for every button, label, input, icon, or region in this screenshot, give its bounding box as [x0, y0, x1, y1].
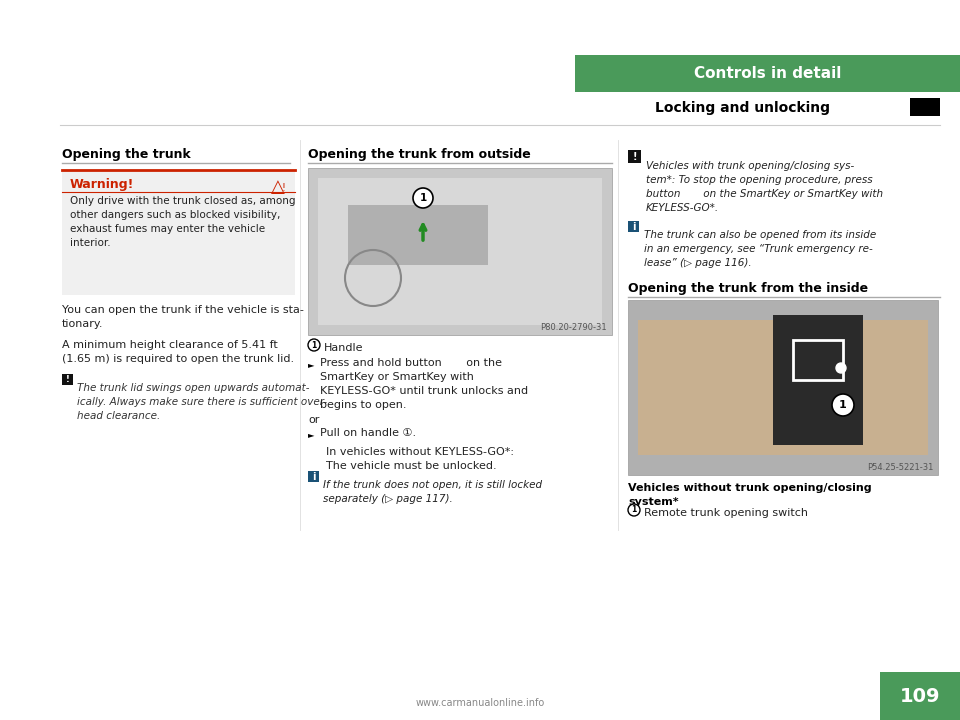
Bar	[318, 178, 602, 325]
Text: Warning!: Warning!	[70, 178, 134, 191]
Bar	[308, 168, 612, 335]
Text: 1: 1	[311, 341, 317, 349]
Text: 1: 1	[839, 400, 847, 410]
Text: Handle: Handle	[324, 343, 364, 353]
Text: Vehicles without trunk opening/closing
system*: Vehicles without trunk opening/closing s…	[628, 483, 872, 507]
Text: 109: 109	[900, 686, 940, 706]
Text: Press and hold button       on the
SmartKey or SmartKey with
KEYLESS-GO* until t: Press and hold button on the SmartKey or…	[320, 358, 528, 410]
Bar	[628, 150, 641, 163]
Text: The trunk lid swings open upwards automat-
ically. Always make sure there is suf: The trunk lid swings open upwards automa…	[77, 383, 327, 421]
Text: ►: ►	[308, 360, 315, 369]
Text: !: !	[281, 183, 285, 193]
Bar	[773, 315, 863, 445]
Text: i: i	[632, 222, 636, 232]
Text: If the trunk does not open, it is still locked
separately (▷ page 117).: If the trunk does not open, it is still …	[323, 480, 542, 504]
Bar	[308, 471, 319, 482]
Bar	[575, 55, 960, 92]
Text: Locking and unlocking: Locking and unlocking	[655, 101, 830, 115]
Text: Opening the trunk: Opening the trunk	[62, 148, 191, 161]
Bar	[348, 205, 488, 265]
Bar	[628, 300, 938, 475]
Text: ►: ►	[308, 430, 315, 439]
Text: www.carmanualonline.info: www.carmanualonline.info	[416, 698, 544, 708]
Bar	[910, 98, 940, 116]
Text: !: !	[65, 376, 69, 384]
Text: P54.25-5221-31: P54.25-5221-31	[867, 463, 933, 472]
Bar	[793, 340, 843, 380]
Bar	[62, 170, 295, 295]
Text: The trunk can also be opened from its inside
in an emergency, see “Trunk emergen: The trunk can also be opened from its in…	[644, 230, 876, 268]
Circle shape	[308, 339, 320, 351]
Circle shape	[413, 188, 433, 208]
Bar	[880, 672, 960, 720]
Text: Pull on handle ①.: Pull on handle ①.	[320, 428, 416, 438]
Text: Opening the trunk from the inside: Opening the trunk from the inside	[628, 282, 868, 295]
Bar	[638, 320, 928, 455]
Text: In vehicles without KEYLESS-GO*:
The vehicle must be unlocked.: In vehicles without KEYLESS-GO*: The veh…	[326, 447, 514, 471]
Text: i: i	[312, 472, 315, 482]
Circle shape	[628, 504, 640, 516]
Text: A minimum height clearance of 5.41 ft
(1.65 m) is required to open the trunk lid: A minimum height clearance of 5.41 ft (1…	[62, 340, 294, 364]
Text: △: △	[271, 178, 285, 196]
Bar	[628, 221, 639, 232]
Text: Controls in detail: Controls in detail	[694, 66, 841, 81]
Circle shape	[832, 394, 854, 416]
Text: P80.20-2790-31: P80.20-2790-31	[540, 323, 607, 332]
Bar	[62, 374, 73, 385]
Text: Remote trunk opening switch: Remote trunk opening switch	[644, 508, 808, 518]
Circle shape	[836, 363, 846, 373]
Text: or: or	[308, 415, 320, 425]
Text: 1: 1	[632, 505, 636, 515]
Text: You can open the trunk if the vehicle is sta-
tionary.: You can open the trunk if the vehicle is…	[62, 305, 304, 329]
Text: Opening the trunk from outside: Opening the trunk from outside	[308, 148, 531, 161]
Text: !: !	[633, 152, 636, 162]
Text: 1: 1	[420, 193, 426, 203]
Text: Only drive with the trunk closed as, among
other dangers such as blocked visibil: Only drive with the trunk closed as, amo…	[70, 196, 296, 248]
Text: Vehicles with trunk opening/closing sys-
tem*: To stop the opening procedure, pr: Vehicles with trunk opening/closing sys-…	[646, 161, 883, 213]
